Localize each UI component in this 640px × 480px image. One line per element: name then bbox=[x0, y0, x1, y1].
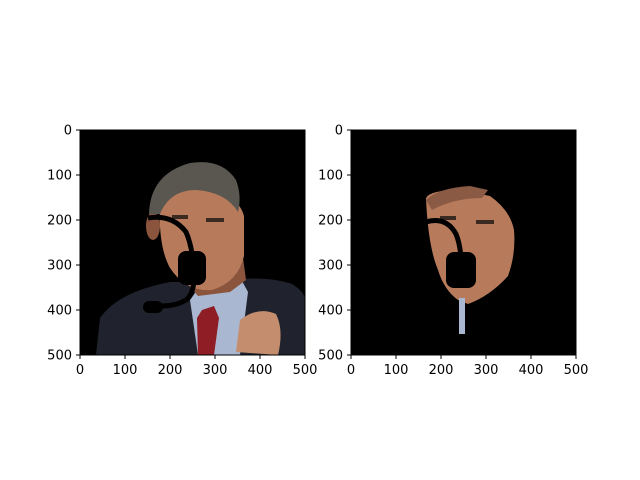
image-1-y-tick-label: 300 bbox=[47, 259, 72, 274]
image-1-x-tick-label: 300 bbox=[203, 363, 228, 378]
image-panel-2: 0 100 200 300 400 500 0 100 200 300 400 500 bbox=[318, 124, 588, 379]
image-1-x-tick-label: 500 bbox=[293, 363, 318, 378]
image-1-y-tick-label: 400 bbox=[47, 304, 72, 319]
image-1-frame bbox=[79, 129, 306, 356]
image-1-x-tick-label: 0 bbox=[76, 363, 84, 378]
image-1-y-tick-label: 0 bbox=[64, 124, 72, 139]
image-2-masked-face bbox=[425, 186, 515, 334]
image-1-axes: 0 100 200 300 400 500 0 100 200 300 400 500 bbox=[47, 124, 317, 379]
image-2-y-tick-label: 200 bbox=[318, 214, 343, 229]
image-2-y-tick-label: 400 bbox=[318, 304, 343, 319]
image-1-y-tick-label: 500 bbox=[47, 349, 72, 364]
image-2-x-tick-label: 500 bbox=[564, 363, 589, 378]
image-1-y-tick-label: 100 bbox=[47, 169, 72, 184]
image-2-x-tick-label: 100 bbox=[384, 363, 409, 378]
image-2-x-tick-label: 300 bbox=[474, 363, 499, 378]
image-2-y-tick-label: 500 bbox=[318, 349, 343, 364]
image-2-y-tick-label: 0 bbox=[335, 124, 343, 139]
image-panel-1: 0 100 200 300 400 500 0 100 200 300 400 500 bbox=[47, 124, 317, 379]
image-2-axes: 0 100 200 300 400 500 0 100 200 300 400 500 bbox=[318, 124, 588, 379]
image-1-y-tick-label: 200 bbox=[47, 214, 72, 229]
image-2-y-tick-label: 100 bbox=[318, 169, 343, 184]
image-2-frame bbox=[350, 129, 577, 356]
image-2-x-tick-label: 200 bbox=[429, 363, 454, 378]
image-1-x-tick-label: 100 bbox=[113, 363, 138, 378]
image-1-photo bbox=[96, 162, 305, 355]
image-2-x-tick-label: 0 bbox=[347, 363, 355, 378]
image-2-x-tick-label: 400 bbox=[519, 363, 544, 378]
image-1-x-tick-label: 400 bbox=[248, 363, 273, 378]
image-1-x-tick-label: 200 bbox=[158, 363, 183, 378]
image-2-y-tick-label: 300 bbox=[318, 259, 343, 274]
